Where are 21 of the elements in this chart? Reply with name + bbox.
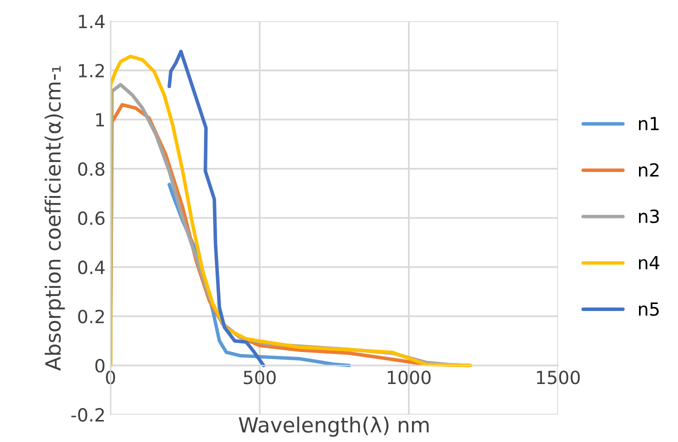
legend-label: n1 xyxy=(639,117,659,130)
y-tick-label: 0 xyxy=(95,358,104,373)
legend-label: n3 xyxy=(639,209,659,224)
line-series xyxy=(168,50,266,368)
x-tick-label: 0 xyxy=(106,370,116,384)
y-tick-label: 0.6 xyxy=(78,211,105,226)
y-axis-title: Absorption coefficient(α)cm-₁ xyxy=(44,66,65,371)
x-tick-label: 500 xyxy=(244,370,276,384)
y-tick-label: 0.2 xyxy=(78,310,104,324)
x-axis-title: Wavelength(λ) nm xyxy=(238,416,429,437)
y-tick-label: 1.4 xyxy=(78,14,105,28)
y-tick-label: 1 xyxy=(96,113,104,126)
y-tick-label: 1.2 xyxy=(78,64,104,78)
legend-label: n5 xyxy=(639,302,659,316)
y-tick-label: -0.2 xyxy=(71,408,104,422)
x-tick-label: 1000 xyxy=(388,370,431,384)
legend-label: n4 xyxy=(639,256,660,270)
y-tick-label: 0.8 xyxy=(78,162,104,176)
y-tick-label: 0.4 xyxy=(78,260,105,274)
legend-label: n2 xyxy=(639,163,658,177)
x-tick-label: 1500 xyxy=(537,370,580,384)
